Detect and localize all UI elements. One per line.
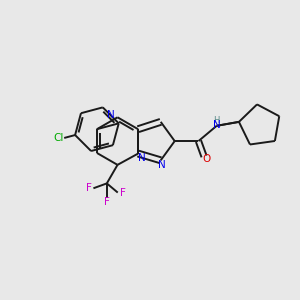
Text: F: F (120, 188, 125, 198)
Text: N: N (213, 120, 220, 130)
Text: Cl: Cl (54, 133, 64, 143)
Text: N: N (107, 110, 115, 120)
Text: N: N (138, 153, 146, 163)
Text: F: F (104, 197, 110, 207)
Text: H: H (214, 116, 220, 125)
Text: F: F (86, 183, 92, 193)
Text: O: O (202, 154, 211, 164)
Text: N: N (158, 160, 166, 170)
